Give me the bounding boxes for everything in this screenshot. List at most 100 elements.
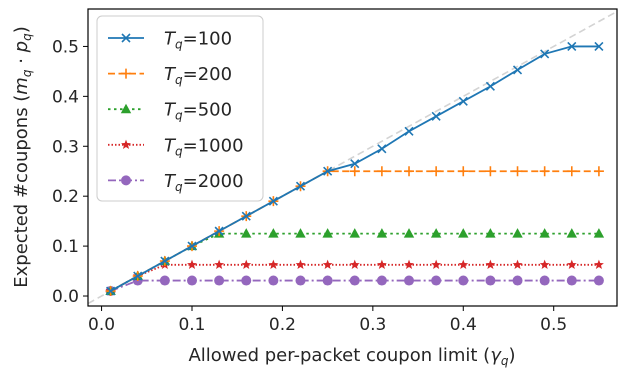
data-point	[403, 228, 415, 238]
data-point	[458, 259, 469, 270]
legend: Tq=100 Tq=200 Tq=500 Tq=1000 Tq=2000	[96, 15, 264, 202]
data-point	[268, 275, 279, 286]
data-point	[539, 275, 550, 286]
data-point	[241, 228, 252, 238]
data-point	[214, 275, 225, 286]
data-point	[512, 228, 523, 238]
data-point	[512, 65, 523, 75]
data-point	[295, 275, 306, 286]
data-point	[295, 181, 306, 191]
data-point	[458, 166, 469, 177]
data-point	[458, 275, 469, 286]
data-point	[323, 166, 333, 176]
legend-label: Tq=2000	[164, 171, 244, 194]
data-point	[322, 228, 333, 238]
data-point	[594, 41, 604, 52]
plot-frame	[87, 8, 618, 307]
data-point	[431, 166, 442, 177]
legend-entry: Tq=1000	[108, 135, 244, 158]
data-point	[512, 275, 523, 286]
data-point	[349, 275, 360, 286]
data-point	[566, 228, 577, 238]
series-layer	[105, 41, 605, 297]
data-point	[566, 166, 577, 177]
x-tick-label: 0.1	[178, 315, 205, 335]
data-point	[512, 259, 523, 270]
legend-marker	[121, 33, 131, 43]
data-point	[241, 211, 251, 221]
data-point	[593, 275, 604, 286]
data-point	[349, 166, 360, 177]
data-point	[187, 241, 197, 251]
data-point	[376, 259, 387, 270]
data-point	[376, 228, 388, 238]
legend-marker	[121, 175, 131, 186]
data-point	[593, 259, 604, 270]
y-tick-label: 0.4	[52, 87, 79, 107]
data-point	[567, 41, 577, 52]
legend-entry: Tq=500	[108, 100, 232, 123]
data-point	[186, 275, 197, 286]
data-point	[485, 166, 496, 177]
data-point	[241, 275, 252, 286]
data-point	[430, 228, 442, 238]
data-point	[539, 228, 550, 238]
data-point	[431, 111, 441, 121]
y-tick-label: 0.3	[52, 137, 79, 157]
data-point	[295, 228, 306, 238]
data-point	[214, 226, 224, 236]
data-point	[485, 259, 496, 270]
data-point	[485, 228, 496, 238]
data-point	[458, 228, 469, 238]
data-point	[512, 166, 523, 177]
data-point	[593, 166, 604, 177]
data-point	[295, 259, 306, 270]
series-1	[106, 41, 604, 296]
data-point	[404, 259, 414, 270]
legend-label: Tq=500	[164, 100, 232, 123]
legend-entry: Tq=200	[108, 64, 232, 87]
data-point	[160, 256, 170, 266]
data-point	[241, 259, 252, 270]
y-axis-label: Expected #coupons (mq · pq)	[11, 26, 34, 288]
data-point	[268, 228, 279, 238]
data-point	[322, 259, 333, 270]
x-tick-label: 0.2	[269, 315, 296, 335]
y-tick-label: 0.2	[52, 187, 79, 207]
data-point	[485, 275, 496, 286]
y-tick-label: 0.1	[52, 237, 79, 257]
data-point	[539, 259, 550, 270]
legend-entry: Tq=2000	[108, 171, 244, 194]
data-point	[349, 228, 360, 238]
x-tick-label: 0.4	[450, 315, 477, 335]
data-point	[458, 96, 468, 106]
legend-box	[96, 15, 264, 202]
data-point	[431, 275, 442, 286]
data-point	[268, 196, 278, 206]
data-point	[593, 228, 605, 238]
data-point	[566, 275, 577, 286]
x-axis: 0.0 0.1 0.2 0.3 0.4 0.5	[88, 306, 567, 335]
data-point	[404, 275, 415, 286]
data-point	[349, 259, 360, 270]
data-point	[540, 49, 550, 59]
data-point	[214, 259, 225, 270]
data-point	[159, 275, 170, 286]
data-point	[187, 259, 197, 270]
data-point	[404, 126, 414, 136]
legend-marker	[120, 103, 132, 114]
legend-entries: Tq=100 Tq=200 Tq=500 Tq=1000 Tq=2000	[108, 29, 244, 194]
data-point	[268, 259, 279, 270]
legend-label: Tq=200	[164, 64, 232, 87]
legend-marker	[121, 68, 131, 79]
data-point	[377, 144, 387, 154]
series-5	[105, 275, 604, 297]
legend-label: Tq=1000	[164, 135, 244, 158]
data-point	[376, 275, 387, 286]
legend-entry: Tq=100	[108, 29, 232, 52]
data-point	[106, 286, 116, 296]
data-point	[322, 275, 333, 286]
data-point	[566, 259, 577, 270]
legend-label: Tq=100	[164, 29, 232, 52]
